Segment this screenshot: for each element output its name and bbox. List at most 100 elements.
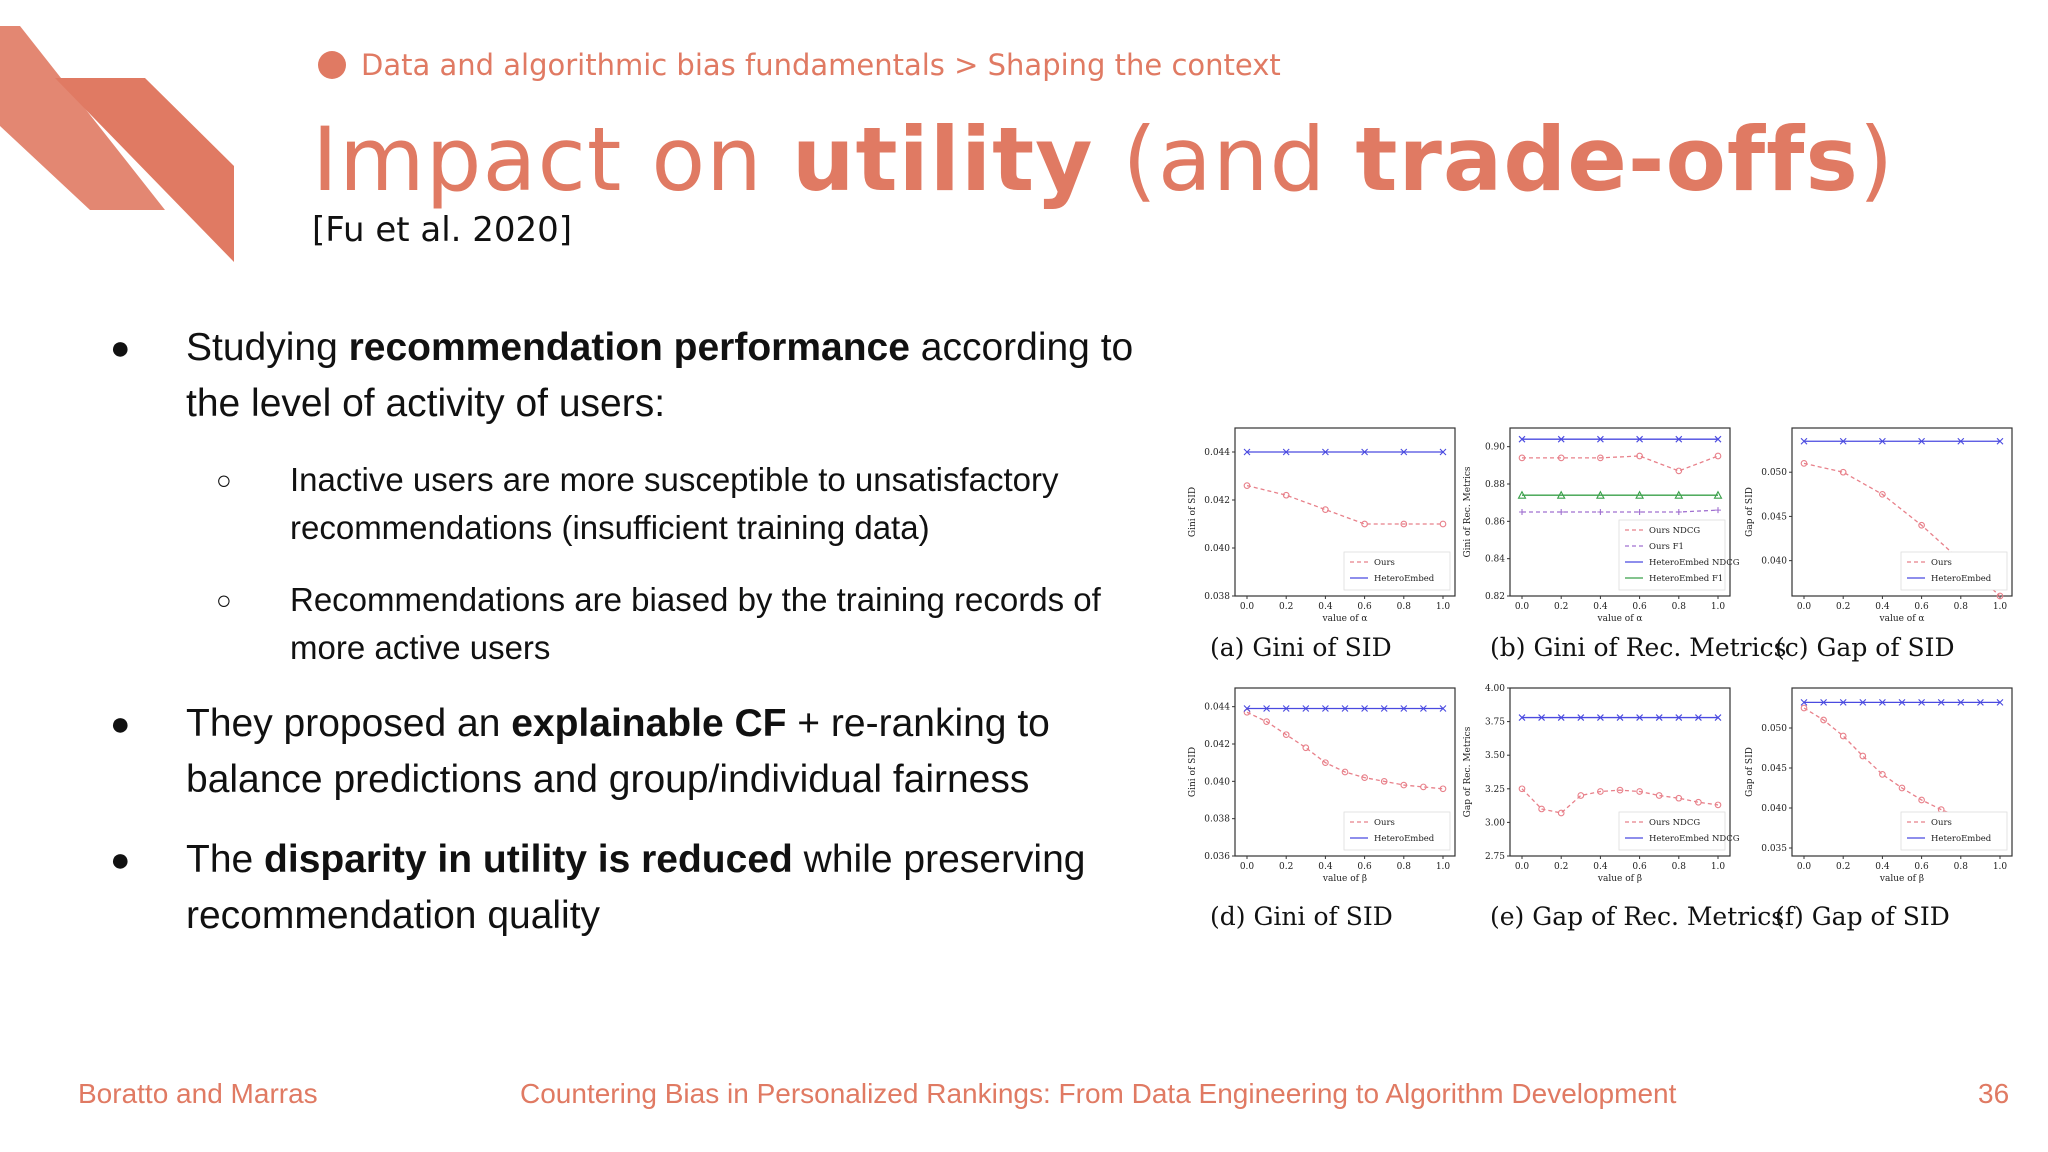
- data-point: [1675, 509, 1682, 515]
- legend-label: Ours: [1931, 818, 1952, 828]
- chart-caption: (a) Gini of SID: [1210, 633, 1392, 662]
- y-tick-label: 3.00: [1485, 818, 1505, 828]
- page-title: Impact on utility (and trade-offs): [312, 108, 1894, 211]
- series-line-ours: [1521, 788, 1719, 814]
- y-tick-label: 0.036: [1204, 852, 1230, 862]
- x-tick-label: 0.6: [1357, 862, 1372, 872]
- data-point: [1380, 777, 1388, 785]
- data-point: [1538, 714, 1545, 721]
- data-point: [1675, 467, 1683, 475]
- data-point: [1558, 509, 1565, 515]
- bullet-item: ● The disparity in utility is reduced wh…: [110, 832, 1140, 944]
- legend-label: Ours NDCG: [1649, 526, 1700, 536]
- bullet-marker-icon: ●: [110, 841, 131, 879]
- data-point: [1879, 699, 1886, 706]
- data-point: [1263, 718, 1270, 725]
- legend-label: Ours: [1374, 558, 1395, 568]
- y-tick-label: 0.038: [1204, 815, 1230, 825]
- data-point: [1859, 699, 1867, 706]
- x-axis-label: value of β: [1597, 874, 1642, 884]
- data-point: [1263, 705, 1270, 712]
- x-tick-label: 0.6: [1632, 862, 1647, 872]
- x-tick-label: 0.4: [1318, 862, 1333, 872]
- sub-bullet-item: ○ Recommendations are biased by the trai…: [110, 576, 1140, 672]
- data-point: [1243, 708, 1251, 716]
- x-tick-label: 0.2: [1554, 602, 1568, 612]
- data-point: [1918, 699, 1925, 706]
- data-point: [1635, 490, 1645, 499]
- data-point: [1636, 452, 1643, 460]
- data-point: [1519, 509, 1525, 515]
- data-point: [1439, 785, 1447, 793]
- data-point: [1800, 699, 1808, 706]
- data-point: [1713, 490, 1723, 499]
- data-point: [1695, 714, 1702, 721]
- data-point: [1839, 468, 1847, 476]
- x-tick-label: 0.4: [1875, 862, 1890, 872]
- data-point: [1557, 454, 1565, 462]
- data-point: [1675, 794, 1683, 802]
- x-tick-label: 0.2: [1554, 862, 1568, 872]
- data-point: [1538, 805, 1545, 813]
- y-tick-label: 3.50: [1485, 751, 1505, 761]
- data-point: [1859, 752, 1867, 760]
- y-tick-label: 0.050: [1761, 724, 1787, 734]
- legend-label: Ours F1: [1649, 542, 1684, 552]
- x-tick-label: 1.0: [1711, 862, 1726, 872]
- title-part-bold: trade-offs: [1355, 108, 1859, 211]
- data-point: [1636, 788, 1643, 795]
- chart-caption: (c) Gap of SID: [1775, 633, 1955, 662]
- bullet-text: Studying: [186, 326, 349, 369]
- data-point: [1518, 714, 1526, 721]
- data-point: [1420, 783, 1427, 791]
- chart-panel-e: 2.75 3.00 3.25 3.50 3.75 4.00 0.0 0.2 0.4 0.6 0.8 1…: [1463, 684, 1784, 931]
- results-figure: 0.038 0.040 0.042 0.044 0.0 0.2 0.4 0.6 0.8 1.0 va…: [1188, 427, 2013, 931]
- data-point: [1996, 699, 2004, 706]
- bullet-text-bold: disparity in utility is reduced: [264, 838, 793, 881]
- x-tick-label: 1.0: [1993, 862, 2008, 872]
- data-point: [1996, 437, 2004, 445]
- data-point: [1800, 437, 1808, 445]
- y-axis-label: Gap of SID: [1745, 487, 1755, 537]
- y-tick-label: 0.90: [1485, 443, 1505, 453]
- y-tick-label: 3.75: [1485, 718, 1505, 728]
- legend-label: Ours: [1374, 818, 1395, 828]
- data-point: [1957, 437, 1965, 445]
- y-tick-label: 0.044: [1204, 448, 1230, 458]
- x-tick-label: 0.2: [1836, 602, 1850, 612]
- data-point: [1616, 786, 1624, 794]
- y-tick-label: 0.045: [1761, 512, 1787, 522]
- data-point: [1243, 448, 1251, 456]
- bullet-text: The: [186, 838, 265, 881]
- x-tick-label: 0.2: [1279, 862, 1293, 872]
- title-part-bold: utility: [791, 108, 1094, 211]
- data-point: [1715, 507, 1721, 514]
- x-tick-label: 0.6: [1357, 602, 1372, 612]
- bullet-list: ● Studying recommendation performance ac…: [110, 320, 1140, 968]
- data-point: [1282, 731, 1290, 739]
- y-tick-label: 3.25: [1485, 785, 1505, 795]
- data-point: [1322, 506, 1329, 513]
- legend-box: [1343, 811, 1451, 851]
- bullet-item: ● They proposed an explainable CF + re-r…: [110, 696, 1140, 808]
- data-point: [1839, 699, 1847, 706]
- y-tick-label: 0.050: [1761, 468, 1787, 478]
- y-tick-label: 0.045: [1761, 764, 1787, 774]
- legend-box: [1618, 811, 1726, 851]
- sub-bullet-marker-icon: ○: [216, 465, 232, 495]
- data-point: [1322, 448, 1329, 456]
- bullet-text: + re-ranking to balance predictions and …: [186, 702, 1050, 801]
- y-tick-label: 0.82: [1485, 592, 1505, 602]
- x-tick-label: 0.0: [1797, 862, 1812, 872]
- bullet-text: according to the level of activity of us…: [186, 326, 1134, 425]
- x-tick-label: 0.2: [1279, 602, 1293, 612]
- data-point: [1800, 704, 1808, 712]
- legend-label: HeteroEmbed: [1931, 574, 1992, 584]
- data-point: [1597, 454, 1604, 462]
- bullet-item: ● Studying recommendation performance ac…: [110, 320, 1140, 432]
- data-point: [1556, 490, 1566, 499]
- data-point: [1302, 744, 1310, 752]
- data-point: [1282, 705, 1290, 712]
- citation: [Fu et al. 2020]: [312, 210, 573, 250]
- x-tick-label: 0.0: [1515, 602, 1530, 612]
